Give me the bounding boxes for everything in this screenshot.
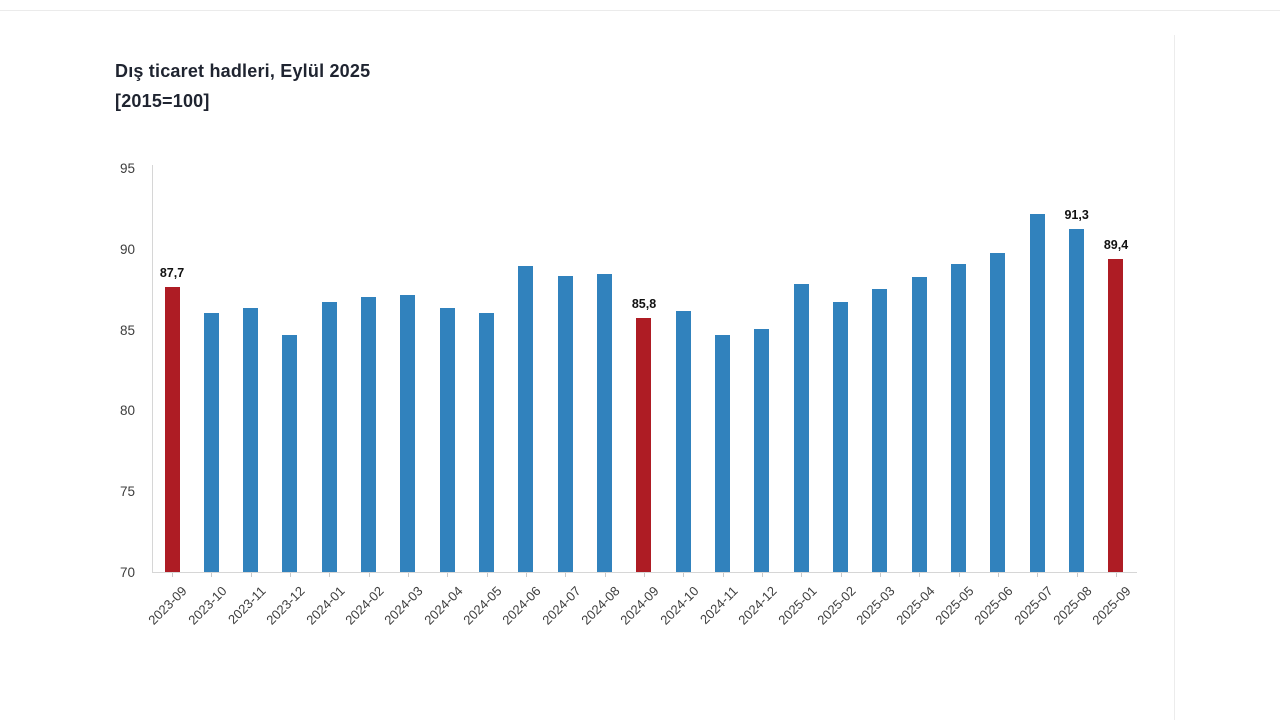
y-axis-label: 85 (119, 322, 135, 338)
y-axis-line (152, 165, 153, 573)
bar-2023-09 (164, 286, 180, 572)
bar-2024-07 (557, 275, 573, 572)
x-axis-label: 2025-08 (1050, 583, 1095, 628)
bar-2024-02 (361, 296, 377, 572)
x-axis-label: 2024-03 (381, 583, 426, 628)
x-axis-tick (604, 573, 606, 577)
x-axis-label: 2023-12 (263, 583, 308, 628)
bar-2024-08 (597, 274, 613, 572)
y-axis-label: 90 (119, 241, 135, 257)
x-axis-tick (172, 573, 173, 577)
x-axis-tick (289, 573, 291, 577)
x-axis-label: 2024-07 (538, 583, 584, 628)
x-axis-label: 2024-06 (499, 583, 544, 628)
x-axis-tick (840, 573, 842, 577)
x-axis-tick (250, 573, 252, 577)
x-axis-tick (565, 573, 567, 577)
x-axis-tick (761, 573, 763, 577)
x-axis-tick (997, 573, 999, 577)
bar-2025-06 (990, 253, 1006, 572)
chart-title-line2: [2015=100] (115, 91, 210, 111)
x-axis-label: 2025-09 (1089, 583, 1134, 628)
x-axis-tick (211, 573, 213, 577)
bar-2024-04 (439, 307, 455, 572)
bar-2023-10 (203, 312, 219, 572)
card-right-border (1174, 35, 1175, 720)
x-axis-label: 2025-01 (774, 583, 820, 628)
x-axis-label: 2024-01 (302, 583, 348, 628)
y-axis-label: 80 (119, 403, 135, 419)
data-label-2025-09: 89,4 (1103, 238, 1129, 253)
x-axis-label: 2023-09 (145, 583, 190, 628)
x-axis-tick (958, 573, 960, 577)
chart-title: Dış ticaret hadleri, Eylül 2025 [2015=10… (115, 56, 370, 116)
data-label-2023-09: 87,7 (159, 265, 185, 280)
x-axis-tick (1037, 573, 1039, 577)
bar-2024-09 (636, 317, 652, 572)
chart-title-line1: Dış ticaret hadleri, Eylül 2025 (115, 61, 371, 81)
x-axis-label: 2025-05 (932, 583, 977, 628)
x-axis-label: 2024-04 (420, 583, 466, 628)
x-axis-label: 2024-11 (696, 583, 741, 627)
x-axis-tick (919, 573, 921, 577)
bar-2024-03 (400, 295, 416, 572)
bar-2025-01 (793, 283, 809, 572)
bar-2024-12 (754, 328, 770, 572)
x-axis-label: 2024-08 (578, 583, 623, 628)
y-axis-label: 70 (119, 565, 135, 580)
x-axis-tick (407, 573, 409, 577)
x-axis-label: 2025-03 (853, 583, 898, 628)
x-axis-tick (643, 573, 645, 577)
bar-2023-12 (282, 335, 298, 572)
bar-2024-01 (321, 301, 337, 572)
x-axis-label: 2023-10 (184, 583, 230, 628)
x-axis-label: 2025-06 (971, 583, 1016, 628)
bar-2025-09 (1108, 259, 1124, 572)
x-axis-tick (722, 573, 724, 577)
x-axis-tick (1115, 573, 1117, 577)
bar-2025-02 (833, 301, 849, 572)
card-top-border (0, 10, 1280, 11)
x-axis-tick (879, 573, 881, 577)
x-axis-tick (447, 573, 449, 577)
data-label-2024-09: 85,8 (631, 296, 657, 311)
x-axis-label: 2025-07 (1010, 583, 1056, 628)
x-axis-tick (801, 573, 803, 577)
x-axis-tick (683, 573, 685, 577)
bar-2024-05 (479, 312, 495, 572)
x-axis-label: 2025-04 (892, 583, 938, 628)
bar-2025-08 (1069, 228, 1085, 572)
y-axis-label: 95 (119, 161, 135, 176)
x-axis-label: 2024-10 (656, 583, 702, 628)
bar-2024-06 (518, 265, 534, 572)
x-axis-label: 2024-12 (735, 583, 780, 628)
data-label-2025-08: 91,3 (1064, 207, 1089, 222)
x-axis-label: 2025-02 (814, 583, 859, 628)
x-axis-tick (486, 573, 488, 577)
y-axis-label: 75 (119, 484, 135, 500)
bar-2024-10 (675, 311, 691, 572)
bar-2023-11 (243, 307, 259, 572)
bar-2025-07 (1029, 214, 1045, 572)
bar-2025-05 (951, 264, 967, 572)
x-axis-line (152, 572, 1137, 573)
bar-2025-04 (911, 277, 927, 572)
x-axis-tick (525, 573, 527, 577)
x-axis-tick (1076, 573, 1078, 577)
bar-2025-03 (872, 288, 888, 572)
x-axis-label: 2024-02 (342, 583, 387, 628)
x-axis-label: 2024-05 (460, 583, 505, 628)
x-axis-label: 2024-09 (617, 583, 662, 628)
bar-2024-11 (715, 335, 731, 572)
x-axis-tick (368, 573, 370, 577)
x-axis-tick (329, 573, 331, 577)
x-axis-label: 2023-11 (224, 583, 269, 627)
